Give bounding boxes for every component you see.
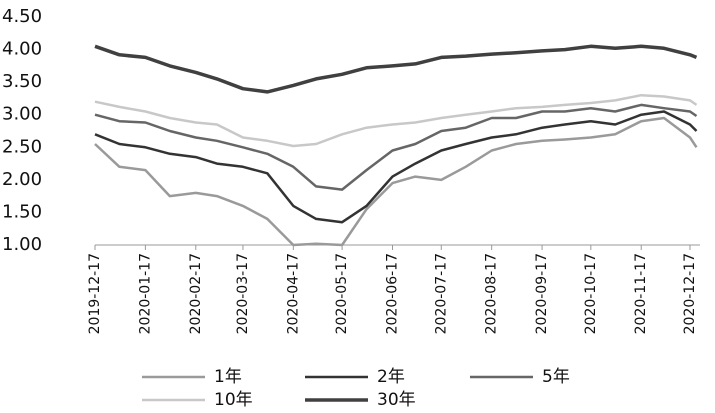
y-tick-label: 2.50: [2, 136, 42, 157]
series-line: [94, 116, 698, 247]
legend-label: 10年: [214, 390, 253, 410]
y-tick-label: 1.50: [2, 201, 42, 222]
x-tick-label: 2020-04-17: [285, 253, 301, 334]
x-tick-label: 2019-12-17: [87, 253, 103, 334]
legend-label: 1年: [214, 367, 242, 387]
series-line: [94, 103, 698, 191]
y-tick-label: 3.00: [2, 104, 42, 125]
y-tick-label: 4.00: [2, 39, 42, 60]
x-tick-label: 2020-02-17: [188, 253, 204, 334]
x-tick-label: 2020-12-17: [682, 253, 698, 334]
legend-label: 5年: [542, 367, 570, 387]
x-tick-label: 2020-01-17: [137, 253, 153, 334]
y-tick-label: 2.00: [2, 169, 42, 190]
x-tick-label: 2020-09-17: [534, 253, 550, 334]
series-line: [94, 44, 698, 94]
legend-label: 30年: [377, 390, 416, 410]
x-tick-label: 2020-05-17: [334, 253, 350, 334]
legend-label: 2年: [377, 367, 405, 387]
y-tick-label: 4.50: [2, 6, 42, 27]
series-line: [94, 110, 698, 224]
y-tick-label: 3.50: [2, 71, 42, 92]
x-tick-label: 2020-07-17: [433, 253, 449, 334]
y-tick-label: 1.00: [2, 234, 42, 255]
x-tick-label: 2020-08-17: [484, 253, 500, 334]
x-tick-label: 2020-10-17: [583, 253, 599, 334]
x-tick-label: 2020-06-17: [384, 253, 400, 334]
series-line: [94, 93, 698, 148]
x-tick-label: 2020-03-17: [235, 253, 251, 334]
x-tick-label: 2020-11-17: [633, 253, 649, 334]
